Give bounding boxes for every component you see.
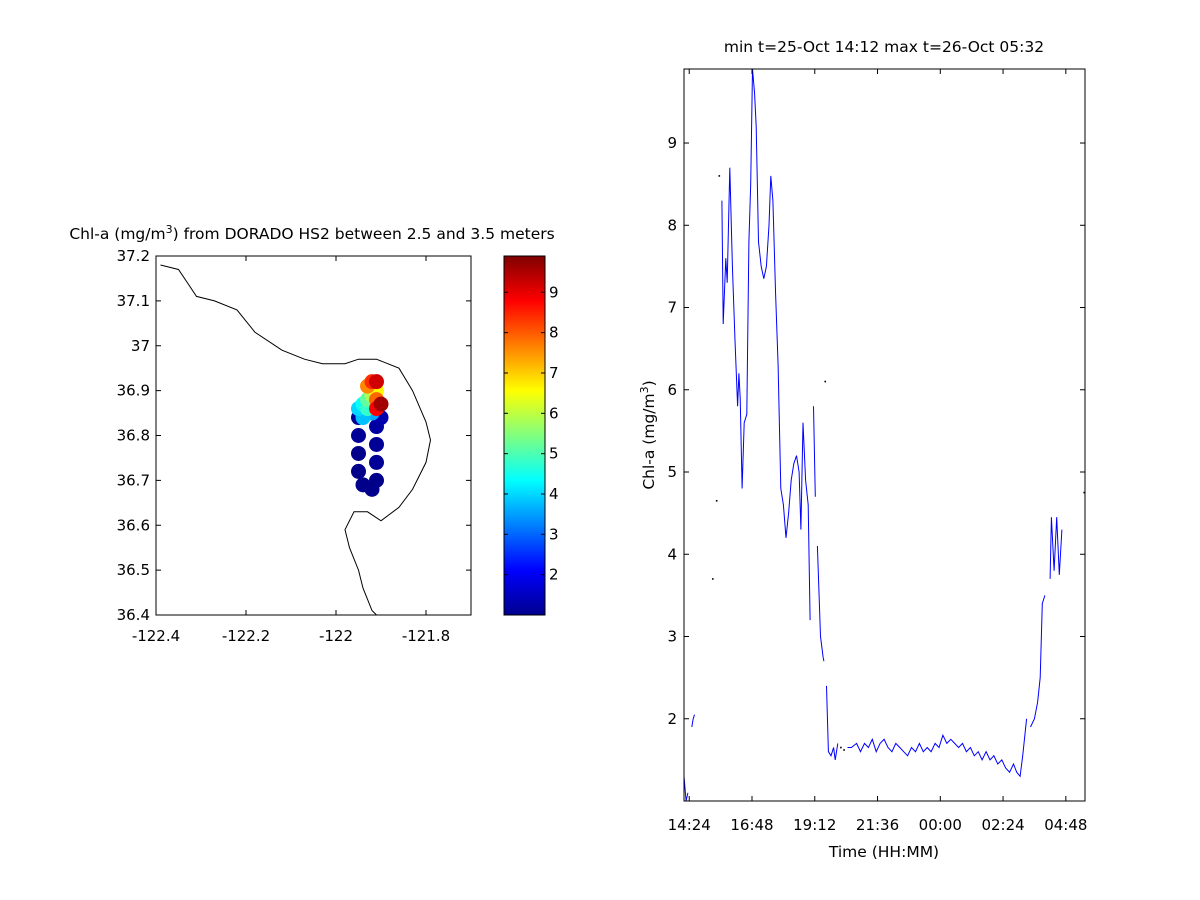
colorbar-tick-label: 9 (549, 283, 559, 301)
series-line-segment (826, 685, 839, 760)
series-dot (824, 380, 827, 383)
series-dot (711, 578, 714, 580)
colorbar-tick-label: 3 (549, 525, 559, 543)
timeseries-y-label: Chl-a (mg/m3) (638, 380, 659, 489)
series-dot (718, 175, 721, 177)
map-y-tick-label: 36.4 (117, 606, 150, 624)
series-dot (1083, 491, 1085, 494)
colorbar-tick-label: 6 (549, 404, 559, 422)
series-line-segment (684, 776, 689, 801)
track-point (373, 396, 389, 412)
map-x-tick-label: -122.4 (132, 627, 180, 645)
timeseries-x-tick-label: 02:24 (981, 816, 1024, 834)
track-point (351, 463, 366, 479)
track-point (369, 454, 384, 470)
map-y-tick-label: 37 (131, 337, 150, 355)
timeseries-y-tick-label: 8 (667, 216, 677, 234)
timeseries-y-tick-label: 9 (667, 134, 677, 152)
timeseries-x-axis: 14:24 16:48 19:12 21:36 00:00 02:24 04:48 (668, 69, 1087, 834)
coastline (160, 264, 432, 615)
colorbar-axis: 2 3 4 5 6 7 8 9 (504, 283, 559, 584)
series-dot (840, 746, 842, 749)
series-line-segment (847, 718, 1028, 778)
map-y-tick-label: 36.9 (117, 382, 150, 400)
colorbar-tick-label: 8 (549, 324, 559, 342)
series-line-segment (721, 69, 811, 621)
map-axes-box (155, 255, 472, 616)
timeseries-y-axis: 2 3 4 5 6 7 8 9 (667, 134, 1085, 728)
series-line-segment (1030, 595, 1046, 728)
timeseries-axes-box (683, 68, 1086, 802)
series-line-segment (813, 406, 816, 497)
colorbar-tick-label: 4 (549, 485, 559, 503)
map-panel: Chl-a (mg/m3) from DORADO HS2 between 2.… (69, 223, 554, 646)
track-points (351, 374, 389, 497)
timeseries-x-tick-label: 19:12 (793, 816, 836, 834)
timeseries-panel: min t=25-Oct 14:12 max t=26-Oct 05:32 14… (638, 38, 1088, 861)
colorbar-tick-label: 7 (549, 364, 559, 382)
colorbar-tick-label: 5 (549, 445, 559, 463)
timeseries-y-tick-label: 6 (667, 381, 677, 399)
timeseries-y-tick-label: 2 (667, 710, 677, 728)
timeseries-title: min t=25-Oct 14:12 max t=26-Oct 05:32 (724, 38, 1044, 56)
map-y-tick-label: 36.5 (117, 561, 150, 579)
map-y-tick-label: 36.8 (117, 427, 150, 445)
timeseries-y-tick-label: 3 (667, 628, 677, 646)
map-x-tick-label: -121.8 (402, 627, 450, 645)
timeseries-y-tick-label: 4 (667, 545, 677, 563)
series-line-segment (816, 545, 825, 662)
timeseries-x-tick-label: 21:36 (856, 816, 899, 834)
map-y-tick-label: 37.2 (117, 247, 150, 265)
map-title: Chl-a (mg/m3) from DORADO HS2 between 2.… (69, 223, 554, 244)
timeseries-y-tick-label: 5 (667, 463, 677, 481)
timeseries-x-tick-label: 00:00 (919, 816, 962, 834)
track-point (351, 445, 366, 461)
chl-series (684, 69, 1085, 801)
series-line-segment (691, 714, 695, 728)
colorbar-gradient (503, 255, 546, 616)
track-point (369, 374, 384, 390)
series-dot (843, 749, 845, 751)
timeseries-x-tick-label: 14:24 (668, 816, 711, 834)
map-x-axis: -122.4 -122.2 -122 -121.8 (132, 256, 450, 645)
series-line-segment (1049, 517, 1063, 579)
timeseries-y-tick-label: 7 (667, 299, 677, 317)
map-x-tick-label: -122.2 (222, 627, 270, 645)
timeseries-x-tick-label: 16:48 (730, 816, 773, 834)
map-y-tick-label: 36.6 (117, 516, 150, 534)
track-point (369, 436, 384, 452)
timeseries-x-tick-label: 04:48 (1044, 816, 1087, 834)
colorbar: 2 3 4 5 6 7 8 9 (503, 255, 559, 616)
series-dot (715, 499, 718, 502)
map-y-axis: 36.4 36.5 36.6 36.7 36.8 36.9 37 37.1 37.2 (117, 247, 471, 624)
map-y-tick-label: 37.1 (117, 292, 150, 310)
track-point (369, 472, 384, 488)
colorbar-tick-label: 2 (549, 566, 559, 584)
map-x-tick-label: -122 (319, 627, 353, 645)
map-y-tick-label: 36.7 (117, 471, 150, 489)
timeseries-x-label: Time (HH:MM) (828, 843, 939, 861)
track-point (351, 428, 366, 443)
